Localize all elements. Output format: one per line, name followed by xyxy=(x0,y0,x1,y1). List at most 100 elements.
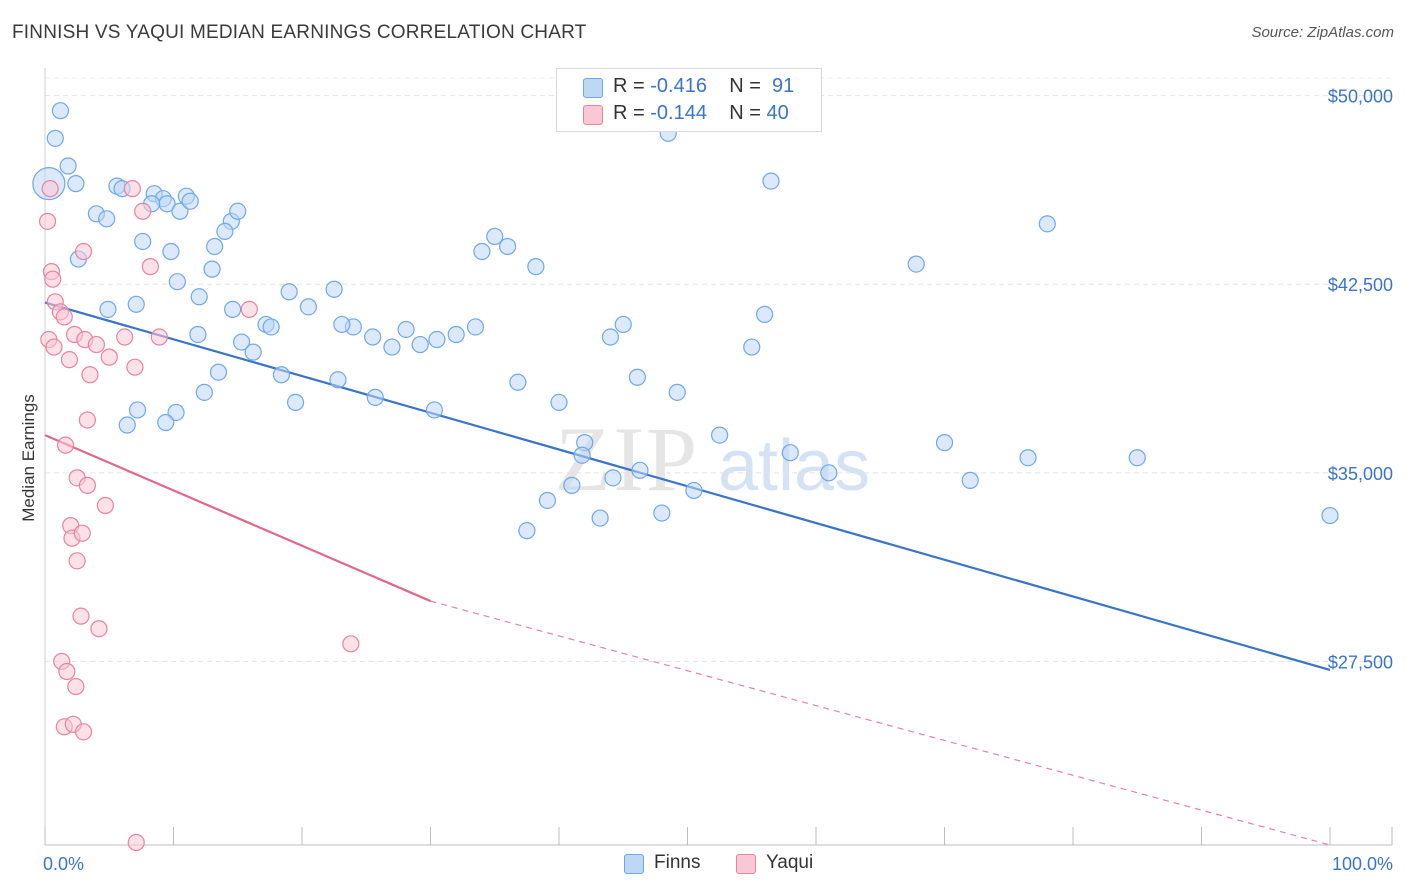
finns-point xyxy=(447,325,465,344)
yaqui-n-label: N = xyxy=(729,102,761,124)
yaqui-trend-line xyxy=(44,434,431,603)
finns-point xyxy=(190,288,208,306)
finns-point xyxy=(168,273,186,291)
finns-n-label: N = xyxy=(729,75,761,97)
finns-point xyxy=(46,129,64,147)
yaqui-point xyxy=(56,436,75,454)
yaqui-point xyxy=(127,833,145,852)
finns-legend-swatch xyxy=(624,854,644,874)
x-tick-label-0: 0.0% xyxy=(43,854,84,874)
yaqui-point xyxy=(81,366,99,384)
finns-point xyxy=(762,172,780,190)
finns-point xyxy=(118,416,136,434)
chart-title: FINNISH VS YAQUI MEDIAN EARNINGS CORRELA… xyxy=(12,22,587,43)
finns-r-value: -0.416 xyxy=(650,75,707,97)
finns-point xyxy=(134,232,152,251)
finns-point xyxy=(653,504,671,522)
yaqui-point xyxy=(123,180,141,198)
finns-point xyxy=(538,491,557,510)
source-label: Source: ZipAtlas.com xyxy=(1251,24,1394,41)
finns-point xyxy=(573,446,591,464)
y-tick-label-0: $50,000 xyxy=(1328,87,1393,107)
finns-swatch xyxy=(583,78,603,98)
yaqui-point xyxy=(342,635,360,653)
yaqui-point xyxy=(68,552,86,570)
finns-point xyxy=(685,481,703,500)
yaqui-point xyxy=(74,242,93,261)
yaqui-legend-swatch xyxy=(736,854,756,874)
data-points xyxy=(32,102,1339,852)
finns-point xyxy=(907,255,925,273)
yaqui-n-value: 40 xyxy=(766,102,789,124)
finns-point xyxy=(509,373,527,391)
yaqui-point xyxy=(134,202,152,220)
finns-point xyxy=(216,222,234,240)
y-tick-label-3: $27,500 xyxy=(1328,652,1393,672)
finns-point xyxy=(157,413,175,432)
finns-point xyxy=(127,295,145,313)
finns-point xyxy=(425,401,443,419)
finns-point xyxy=(591,509,609,527)
finns-point xyxy=(473,242,491,261)
finns-point xyxy=(162,242,180,261)
gridlines xyxy=(45,77,1392,662)
yaqui-point xyxy=(44,270,62,288)
finns-point xyxy=(262,318,280,336)
finns-point xyxy=(428,330,446,349)
finns-legend-label: Finns xyxy=(654,852,701,873)
finns-point xyxy=(563,476,581,494)
yaqui-point xyxy=(72,607,90,625)
finns-point xyxy=(397,320,415,339)
finns-point xyxy=(781,444,799,462)
yaqui-point xyxy=(55,308,73,326)
yaqui-swatch xyxy=(583,105,603,125)
yaqui-r-value: -0.144 xyxy=(650,102,707,124)
tick-labels: $50,000 $42,500 $35,000 $27,500 0.0% 100.0% xyxy=(43,87,1393,874)
finns-point xyxy=(286,393,305,412)
yaqui-point xyxy=(87,335,106,354)
finns-point xyxy=(743,338,761,356)
yaqui-point xyxy=(58,662,76,681)
finns-point xyxy=(668,383,686,401)
finns-point xyxy=(631,461,649,479)
yaqui-point xyxy=(41,180,59,198)
yaqui-point xyxy=(78,476,97,494)
finns-point xyxy=(51,102,70,120)
yaqui-point xyxy=(38,212,57,230)
yaqui-point xyxy=(45,338,63,356)
finns-point xyxy=(1019,449,1037,467)
finns-point xyxy=(604,469,622,487)
finns-point xyxy=(128,401,147,419)
yaqui-point xyxy=(78,411,97,429)
yaqui-point xyxy=(240,300,258,318)
finns-point xyxy=(280,283,298,301)
watermark-atlas: atlas xyxy=(718,426,870,506)
finns-point xyxy=(195,383,213,401)
yaqui-r-label: R = xyxy=(613,102,645,124)
finns-point xyxy=(411,335,429,354)
finns-point xyxy=(466,318,485,336)
finns-point xyxy=(628,368,646,386)
finns-point xyxy=(99,300,117,318)
yaqui-legend-label: Yaqui xyxy=(766,852,814,873)
finns-point xyxy=(364,328,382,346)
y-axis-label: Median Earnings xyxy=(19,394,38,522)
finns-point xyxy=(229,202,247,220)
finns-point xyxy=(711,426,729,444)
finns-point xyxy=(209,363,228,381)
finns-point xyxy=(1128,449,1146,467)
finns-point xyxy=(961,471,979,489)
yaqui-point xyxy=(150,328,168,346)
finns-point xyxy=(486,227,504,246)
finns-point xyxy=(181,192,199,210)
trend-lines xyxy=(44,301,1331,846)
finns-point xyxy=(1321,506,1339,525)
finns-point xyxy=(67,175,85,193)
yaqui-point xyxy=(126,358,144,376)
yaqui-point xyxy=(74,723,93,741)
finns-point xyxy=(366,388,384,406)
finns-n-value: 91 xyxy=(772,75,795,97)
watermark: ZIP atlas xyxy=(555,408,870,510)
yaqui-point xyxy=(141,258,159,276)
